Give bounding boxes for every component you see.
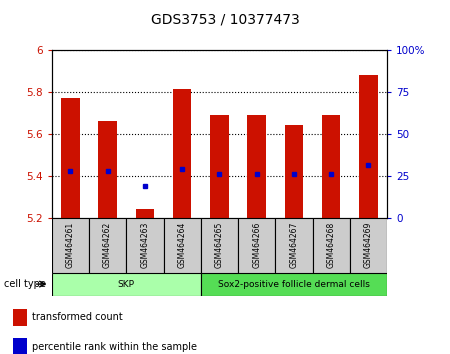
Bar <box>163 218 201 273</box>
Text: GSM464268: GSM464268 <box>327 222 336 268</box>
Text: percentile rank within the sample: percentile rank within the sample <box>32 342 197 352</box>
Bar <box>210 115 229 218</box>
Bar <box>89 218 126 273</box>
Bar <box>52 273 201 296</box>
Text: GSM464267: GSM464267 <box>289 222 298 268</box>
Bar <box>126 218 163 273</box>
Bar <box>13 338 27 354</box>
Bar <box>135 209 154 218</box>
Text: Sox2-positive follicle dermal cells: Sox2-positive follicle dermal cells <box>218 280 370 289</box>
Bar <box>201 273 387 296</box>
Bar <box>322 115 341 218</box>
Bar <box>98 121 117 218</box>
Text: GSM464262: GSM464262 <box>103 222 112 268</box>
Bar <box>173 90 191 218</box>
Bar <box>275 218 312 273</box>
Bar <box>350 218 387 273</box>
Text: GDS3753 / 10377473: GDS3753 / 10377473 <box>151 12 299 27</box>
Text: cell type: cell type <box>4 279 46 289</box>
Bar <box>238 218 275 273</box>
Text: GSM464265: GSM464265 <box>215 222 224 268</box>
Bar <box>312 218 350 273</box>
Text: GSM464266: GSM464266 <box>252 222 261 268</box>
Text: GSM464263: GSM464263 <box>140 222 149 268</box>
Text: GSM464261: GSM464261 <box>66 222 75 268</box>
Bar <box>52 218 89 273</box>
Text: GSM464264: GSM464264 <box>178 222 187 268</box>
Text: transformed count: transformed count <box>32 312 123 322</box>
Bar <box>284 125 303 218</box>
Text: GSM464269: GSM464269 <box>364 222 373 268</box>
Bar <box>248 115 266 218</box>
Bar <box>13 309 27 326</box>
Text: SKP: SKP <box>118 280 135 289</box>
Bar <box>61 98 80 218</box>
Bar <box>359 75 378 218</box>
Bar <box>201 218 238 273</box>
